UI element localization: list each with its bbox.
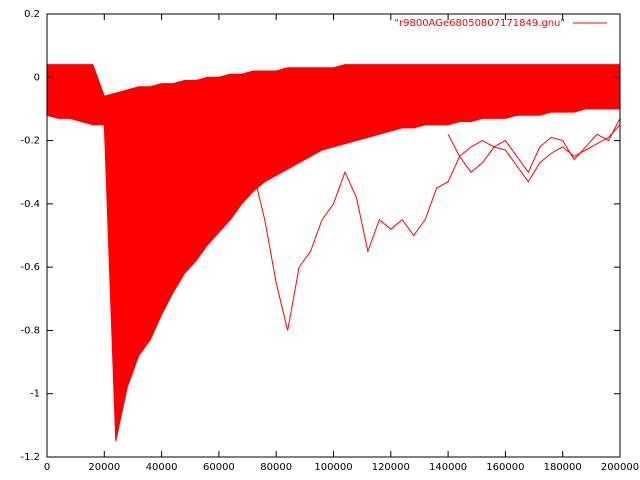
y-tick-label: 0.2 (24, 9, 40, 20)
x-tick-label: 100000 (314, 462, 352, 473)
series-line (252, 124, 621, 331)
y-tick-label: -1.2 (20, 452, 40, 463)
series-line (447, 118, 621, 174)
x-tick-label: 40000 (146, 462, 178, 473)
x-tick-label: 180000 (544, 462, 582, 473)
x-tick-label: 80000 (260, 462, 292, 473)
y-tick-label: -0.8 (20, 325, 40, 336)
x-tick-label: 0 (44, 462, 50, 473)
x-tick-label: 60000 (203, 462, 235, 473)
x-tick-label: 160000 (486, 462, 524, 473)
band (47, 64, 620, 442)
x-tick-label: 200000 (601, 462, 639, 473)
y-tick-label: -0.4 (20, 199, 40, 210)
y-tick-label: 0 (34, 72, 40, 83)
x-tick-label: 20000 (88, 462, 120, 473)
series-line (46, 108, 620, 442)
series-line (47, 64, 620, 97)
y-tick-label: -0.6 (20, 262, 40, 273)
y-tick-label: -1 (30, 389, 40, 400)
y-tick-label: -0.2 (20, 136, 40, 147)
legend-label: "r9800AGe68050807171849.gnu" (394, 18, 565, 29)
x-tick-label: 120000 (372, 462, 410, 473)
x-tick-label: 140000 (429, 462, 467, 473)
